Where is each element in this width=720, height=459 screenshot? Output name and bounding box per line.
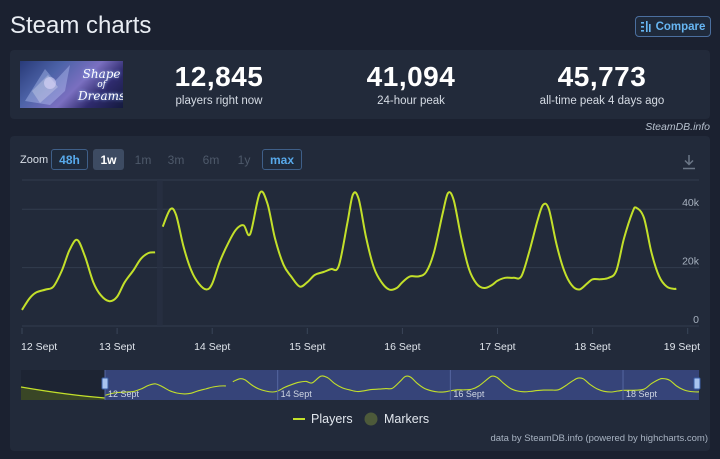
game-cover-image[interactable]: Shape of Dreams <box>20 61 123 108</box>
legend-item-markers[interactable]: Markers <box>364 412 429 426</box>
stat-label: 24-hour peak <box>377 95 445 107</box>
series-players <box>21 180 677 326</box>
zoom-48h-button[interactable]: 48h <box>51 149 88 170</box>
game-logo: Shape of Dreams <box>78 67 123 103</box>
data-gap-band <box>157 180 163 326</box>
navigator-right-handle[interactable] <box>693 377 701 390</box>
stat-current-players: 12,845 players right now <box>119 61 319 107</box>
page-title: Steam charts <box>10 12 152 39</box>
navigator-label: 14 Sept <box>281 389 313 399</box>
x-tick-label: 17 Sept <box>479 341 515 353</box>
x-tick-label: 12 Sept <box>21 341 57 353</box>
y-tick-label: 20k <box>682 256 700 268</box>
navigator-label: 18 Sept <box>626 389 658 399</box>
navigator-selection <box>105 370 699 400</box>
cover-art-decoration <box>25 65 70 105</box>
steamdb-credit[interactable]: SteamDB.info <box>645 121 710 133</box>
markers-swatch <box>364 412 378 426</box>
navigator-history-line <box>20 386 106 399</box>
zoom-3m-button[interactable]: 3m <box>167 152 185 167</box>
download-icon[interactable] <box>682 154 696 170</box>
y-axis-labels: 0 20k 40k <box>682 197 700 326</box>
compare-button[interactable]: Compare <box>635 16 711 37</box>
x-tick-label: 19 Sept <box>664 341 700 353</box>
zoom-1m-button[interactable]: 1m <box>134 152 152 167</box>
compare-icon <box>640 21 651 32</box>
highcharts-credit[interactable]: data by SteamDB.info (powered by highcha… <box>490 433 708 444</box>
legend-label: Players <box>311 412 353 426</box>
navigator-label: 12 Sept <box>108 389 140 399</box>
grid-lines <box>22 179 699 327</box>
stat-value: 45,773 <box>557 61 647 92</box>
players-line-segment <box>21 238 156 311</box>
legend-label: Markers <box>384 412 430 426</box>
navigator-line-segment <box>232 375 700 393</box>
zoom-1y-button[interactable]: 1y <box>237 152 251 167</box>
navigator-line-segment <box>104 383 226 396</box>
zoom-1w-button[interactable]: 1w <box>93 149 124 170</box>
zoom-label: Zoom <box>20 154 49 166</box>
chart-legend: Players Markers <box>0 412 720 430</box>
y-tick-label: 40k <box>682 197 700 209</box>
stat-all-time-peak: 45,773 all-time peak 4 days ago <box>502 61 702 107</box>
stats-panel: Shape of Dreams 12,845 players right now… <box>10 50 710 119</box>
navigator-label: 16 Sept <box>453 389 485 399</box>
x-tick-label: 13 Sept <box>99 341 135 353</box>
navigator-left-handle[interactable] <box>101 377 109 390</box>
x-tick-label: 14 Sept <box>194 341 230 353</box>
stat-value: 12,845 <box>174 61 264 92</box>
zoom-6m-button[interactable]: 6m <box>202 152 220 167</box>
stat-value: 41,094 <box>366 61 456 92</box>
x-tick-label: 16 Sept <box>384 341 420 353</box>
stat-label: players right now <box>175 95 263 107</box>
y-tick-label: 0 <box>693 314 699 326</box>
legend-item-players[interactable]: Players <box>293 412 353 426</box>
stat-label: all-time peak 4 days ago <box>539 95 665 107</box>
navigator: 12 Sept 14 Sept 16 Sept 18 Sept <box>20 370 701 400</box>
x-axis-labels: 12 Sept 13 Sept 14 Sept 15 Sept 16 Sept 17 Se… <box>21 328 700 353</box>
players-line-segment <box>161 190 677 291</box>
zoom-max-button[interactable]: max <box>262 149 302 170</box>
players-line-swatch <box>293 418 305 420</box>
compare-label: Compare <box>655 20 706 33</box>
x-tick-label: 15 Sept <box>289 341 325 353</box>
stat-24h-peak: 41,094 24-hour peak <box>311 61 511 107</box>
x-tick-label: 18 Sept <box>574 341 610 353</box>
